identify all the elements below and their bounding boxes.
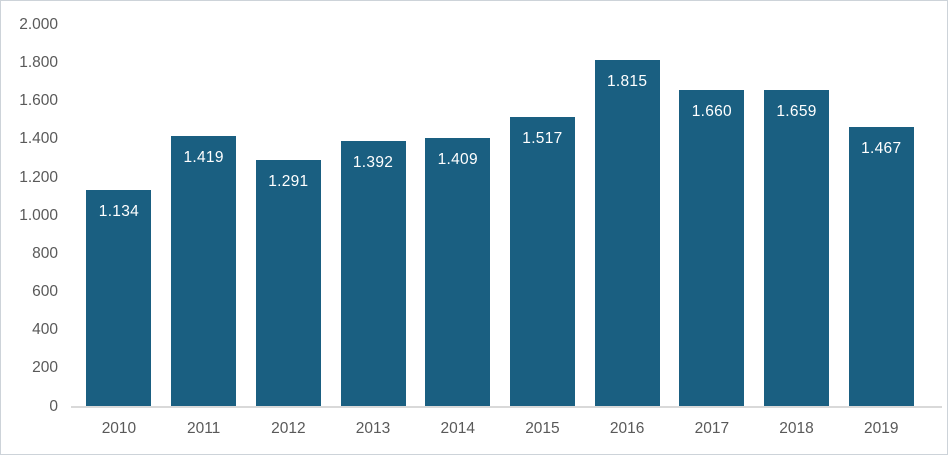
x-axis-label-2017: 2017 <box>694 420 730 437</box>
bar-2010: 1.134 <box>86 190 152 407</box>
x-axis-label-2015: 2015 <box>525 420 560 437</box>
bar-value-label: 1.815 <box>606 73 648 91</box>
x-axis-label-2010: 2010 <box>101 420 137 437</box>
y-axis-tick-label: 200 <box>32 359 58 377</box>
x-axis-label-2018: 2018 <box>779 420 814 437</box>
bar-value-label: 1.660 <box>691 102 732 120</box>
bar-2011: 1.419 <box>171 135 237 407</box>
bar-2019: 1.467 <box>848 126 914 407</box>
bar-value-label: 1.291 <box>268 173 309 191</box>
y-axis-tick-label: 400 <box>32 321 58 339</box>
x-axis-label-2014: 2014 <box>440 420 475 437</box>
x-axis-label-2019: 2019 <box>864 420 899 437</box>
y-axis-tick-label: 0 <box>49 397 58 415</box>
bar-2017: 1.660 <box>679 89 745 407</box>
x-axis-label-2016: 2016 <box>609 420 645 437</box>
bar-value-label: 1.467 <box>861 139 902 157</box>
bar-2014: 1.409 <box>425 137 491 407</box>
x-axis-label-2013: 2013 <box>355 420 391 437</box>
y-axis-tick-label: 800 <box>32 244 58 262</box>
y-axis-tick-label: 1.800 <box>19 54 58 72</box>
bar-value-label: 1.409 <box>437 150 478 168</box>
y-axis-tick-label: 1.000 <box>19 206 58 224</box>
bar-2016: 1.815 <box>594 60 660 407</box>
y-axis-tick-label: 600 <box>32 283 58 301</box>
bar-2013: 1.392 <box>340 140 406 407</box>
bar-value-label: 1.659 <box>776 103 817 121</box>
y-axis-tick-label: 1.200 <box>19 168 58 186</box>
bar-value-label: 1.419 <box>183 148 224 166</box>
bar-2018: 1.659 <box>764 90 830 407</box>
y-axis-tick-label: 1.600 <box>19 92 58 110</box>
bar-value-label: 1.392 <box>352 153 394 171</box>
bar-2012: 1.291 <box>255 160 321 407</box>
x-axis-label-2012: 2012 <box>271 420 306 437</box>
bar-value-label: 1.517 <box>522 130 563 148</box>
bar-2015: 1.517 <box>509 117 575 407</box>
x-axis-line <box>71 405 942 408</box>
bar-value-label: 1.134 <box>98 203 140 221</box>
y-axis-tick-label: 2.000 <box>19 16 58 33</box>
y-axis-tick-label: 1.400 <box>19 130 58 148</box>
x-axis-label-2011: 2011 <box>186 420 221 437</box>
